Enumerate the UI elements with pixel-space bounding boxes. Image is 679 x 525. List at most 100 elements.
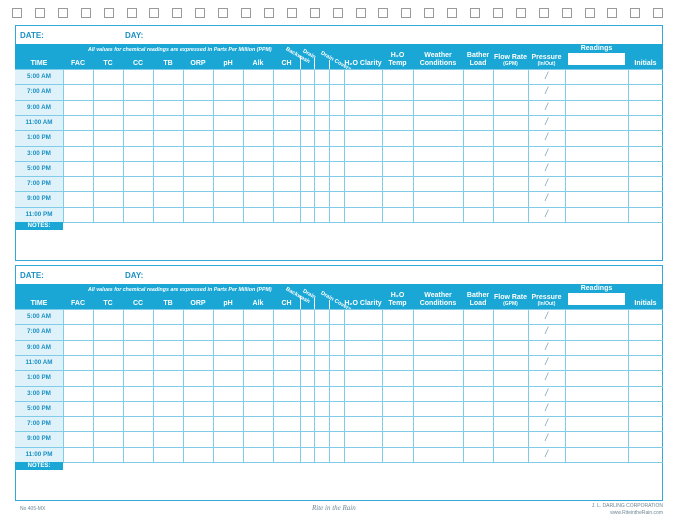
column-unit: (GPM) [503, 61, 518, 67]
column-label: Bather Load [466, 52, 490, 67]
column-line [565, 309, 566, 462]
column-header: Additional Readings [579, 277, 614, 292]
binder-hole [653, 8, 664, 18]
column-label: H₂O Temp [388, 52, 407, 67]
pressure-divider: / [545, 101, 548, 113]
pressure-divider: / [545, 86, 548, 98]
pressure-divider: / [545, 326, 548, 338]
column-line [300, 309, 301, 462]
binder-hole [126, 8, 137, 18]
time-label: 11:00 AM [25, 118, 53, 126]
column-header: CC [123, 284, 153, 309]
pressure-divider: / [545, 387, 548, 399]
column-line [183, 69, 184, 222]
column-header: Initials [628, 284, 663, 309]
column-line [493, 69, 494, 222]
column-label: pH [223, 299, 233, 307]
column-label: TC [103, 299, 113, 307]
column-header: CH [273, 284, 300, 309]
column-label: Initials [634, 59, 657, 67]
column-header: Pressure (In/Out) [528, 44, 565, 69]
row-line [15, 206, 663, 208]
column-label: ORP [190, 59, 206, 67]
column-line [183, 309, 184, 462]
notes-label: NOTES: [15, 222, 63, 230]
header-band [15, 44, 663, 69]
binder-hole [218, 8, 229, 18]
ppm-note: All values for chemical readings are exp… [88, 287, 272, 293]
binder-hole [286, 8, 297, 18]
column-header: Alk [243, 44, 273, 69]
column-line [329, 309, 330, 462]
entry-box [568, 293, 625, 305]
binder-hole [401, 8, 412, 18]
binder-hole [195, 8, 206, 18]
pressure-divider: / [545, 418, 548, 430]
column-label: TB [163, 299, 173, 307]
row-line [15, 160, 663, 162]
column-line [314, 309, 315, 462]
column-line [463, 309, 464, 462]
column-header: Bather Load [463, 284, 493, 309]
column-header: Pressure (In/Out) [528, 284, 565, 309]
row-line [15, 191, 663, 193]
column-label: pH [223, 59, 233, 67]
row-line [15, 176, 663, 178]
time-label: 1:00 PM [27, 374, 51, 382]
column-header: FAC [63, 284, 93, 309]
column-label: ORP [190, 299, 206, 307]
binder-hole [378, 8, 389, 18]
column-header: pH [213, 44, 243, 69]
row-line [15, 69, 663, 70]
column-line [273, 69, 274, 222]
pressure-divider: / [545, 311, 548, 322]
column-header: Initials [628, 44, 663, 69]
row-line [15, 99, 663, 101]
column-unit: (GPM) [503, 301, 518, 307]
pressure-divider: / [545, 448, 548, 460]
pressure-divider: / [545, 402, 548, 414]
column-label: Pressure [531, 53, 562, 61]
pressure-divider: / [545, 341, 548, 353]
column-label: FAC [71, 59, 85, 67]
column-line [213, 309, 214, 462]
brand-signature: Rite in the Rain [312, 504, 356, 512]
row-line [15, 462, 663, 463]
column-label: H₂O Clarity [344, 299, 382, 307]
binder-hole [172, 8, 183, 18]
date-label: DATE: [20, 31, 44, 40]
column-unit: (In/Out) [537, 301, 556, 307]
time-label: 9:00 PM [27, 195, 51, 203]
row-line [15, 416, 663, 418]
time-label: 7:00 AM [27, 88, 51, 96]
column-header: ORP [183, 44, 213, 69]
website: www.RiteintheRain.com [610, 510, 663, 516]
column-header: Additional Readings [579, 37, 614, 52]
time-label: 5:00 AM [27, 313, 51, 320]
column-header: H₂O Clarity [344, 284, 382, 309]
binder-hole [263, 8, 274, 18]
header-divider [329, 60, 330, 69]
column-label: TC [103, 59, 113, 67]
column-line [528, 69, 529, 222]
column-label: Bather Load [466, 292, 490, 307]
day-label: DAY: [125, 271, 144, 280]
binder-hole [103, 8, 114, 18]
binder-hole [470, 8, 480, 18]
time-label: 11:00 AM [25, 358, 53, 366]
column-header: H₂O Temp [382, 44, 413, 69]
row-line [15, 400, 663, 402]
column-line [413, 69, 414, 222]
header-divider [314, 58, 315, 69]
header-band [15, 284, 663, 309]
time-label: 3:00 PM [27, 149, 51, 157]
column-header: TB [153, 284, 183, 309]
column-label: Pressure [531, 293, 562, 301]
binder-hole [584, 8, 595, 18]
pressure-divider: / [545, 116, 548, 128]
binder-hole [607, 8, 618, 18]
column-line [329, 69, 330, 222]
column-line [63, 69, 64, 222]
column-header: pH [213, 284, 243, 309]
column-line [123, 69, 124, 222]
